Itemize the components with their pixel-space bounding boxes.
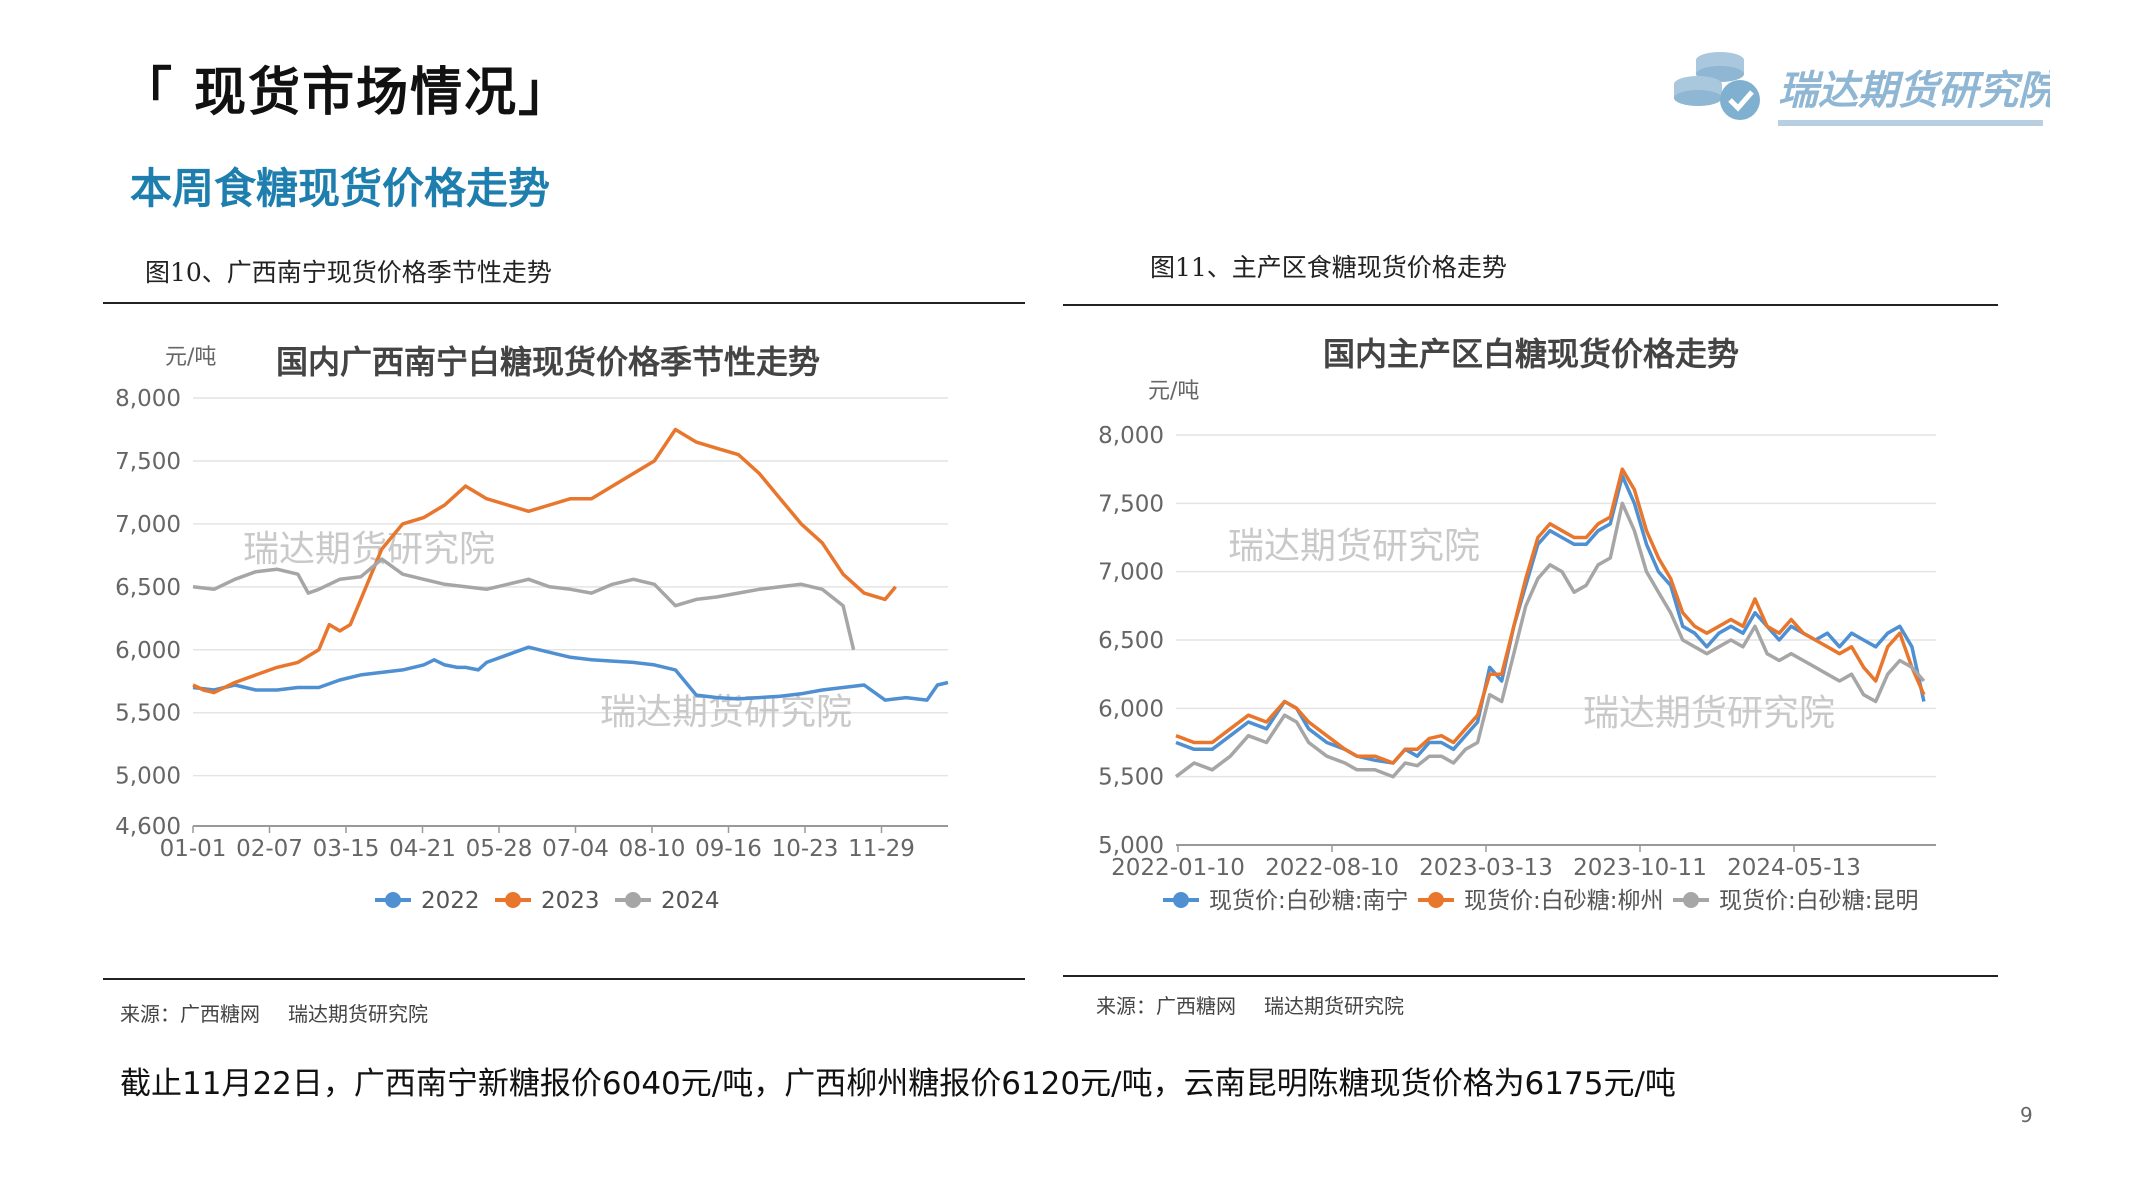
y-tick-label: 6,000 <box>115 638 181 664</box>
legend-marker <box>505 892 521 908</box>
chart-title: 国内主产区白糖现货价格走势 <box>1323 335 1739 373</box>
legend-label: 2022 <box>421 888 480 914</box>
series-line-2022 <box>192 645 949 702</box>
figure-10-top-rule <box>103 302 1025 304</box>
series-line-2023 <box>192 427 897 695</box>
y-tick-label: 4,600 <box>115 814 181 840</box>
legend-marker <box>1683 892 1699 908</box>
legend-label: 现货价:白砂糖:南宁 <box>1209 888 1409 914</box>
x-tick-label: 2024-05-13 <box>1727 855 1861 881</box>
x-tick-label: 05-28 <box>466 836 533 862</box>
x-tick-label: 03-15 <box>313 836 380 862</box>
series-line-现货价:白砂糖:柳州 <box>1175 467 1926 765</box>
x-tick-label: 11-29 <box>848 836 915 862</box>
watermark-text: 瑞达期货研究院 <box>1583 693 1835 734</box>
x-tick-label: 02-07 <box>236 836 303 862</box>
y-axis-unit: 元/吨 <box>1148 379 1199 404</box>
x-tick-label: 2023-03-13 <box>1419 855 1553 881</box>
x-tick-label: 09-16 <box>695 836 762 862</box>
y-tick-label: 5,500 <box>115 701 181 727</box>
x-tick-label: 2022-08-10 <box>1265 855 1399 881</box>
y-tick-label: 5,000 <box>1098 833 1164 859</box>
y-tick-label: 5,000 <box>115 764 181 790</box>
legend-marker <box>625 892 641 908</box>
legend-marker <box>1428 892 1444 908</box>
source-label: 来源：广西糖网 <box>120 1002 260 1026</box>
series-line-现货价:白砂糖:昆明 <box>1174 501 1926 779</box>
y-tick-label: 6,500 <box>115 575 181 601</box>
section-title: 「 现货市场情况」 <box>120 63 573 123</box>
y-tick-label: 7,000 <box>115 512 181 538</box>
y-tick-label: 8,000 <box>115 386 181 412</box>
y-tick-label: 5,500 <box>1098 765 1164 791</box>
y-tick-label: 7,500 <box>1098 491 1164 517</box>
price-summary: 截止11月22日，广西南宁新糖报价6040元/吨，广西柳州糖报价6120元/吨，… <box>120 1066 1676 1102</box>
x-tick-label: 2023-10-11 <box>1573 855 1707 881</box>
legend-label: 2023 <box>541 888 600 914</box>
figure-10-source: 来源：广西糖网 瑞达期货研究院 <box>120 998 456 1027</box>
legend-label: 现货价:白砂糖:昆明 <box>1719 888 1919 914</box>
chart-title: 国内广西南宁白糖现货价格季节性走势 <box>276 343 820 381</box>
y-tick-label: 7,000 <box>1098 560 1164 586</box>
figure-10-bottom-rule <box>103 978 1025 980</box>
figure-11-caption: 图11、主产区食糖现货价格走势 <box>1150 253 1507 282</box>
figure-11-bottom-rule <box>1063 975 1998 977</box>
figure-11-top-rule <box>1063 304 1998 306</box>
x-tick-label: 01-01 <box>160 836 227 862</box>
figure-11-source: 来源：广西糖网 瑞达期货研究院 <box>1096 990 1432 1019</box>
nanning-seasonal-chart: 国内广西南宁白糖现货价格季节性走势 元/吨 8,000 7,500 7,000 6,500… <box>103 318 1025 958</box>
watermark-text: 瑞达期货研究院 <box>243 529 495 570</box>
legend-label: 现货价:白砂糖:柳州 <box>1464 888 1664 914</box>
series-line-2024 <box>192 557 856 651</box>
y-tick-label: 7,500 <box>115 449 181 475</box>
source-label: 来源：广西糖网 <box>1096 994 1236 1018</box>
page-number: 9 <box>2020 1103 2033 1127</box>
legend-marker <box>385 892 401 908</box>
source-org: 瑞达期货研究院 <box>1264 994 1404 1018</box>
source-org: 瑞达期货研究院 <box>288 1002 428 1026</box>
x-tick-label: 04-21 <box>389 836 456 862</box>
watermark-text: 瑞达期货研究院 <box>1228 526 1480 567</box>
x-tick-label: 10-23 <box>772 836 839 862</box>
logo-text: 瑞达期货研究院 <box>1778 68 2050 114</box>
coin-stack-icon <box>1674 52 1760 120</box>
figure-10-caption: 图10、广西南宁现货价格季节性走势 <box>145 258 552 287</box>
company-logo: 瑞达期货研究院 <box>1674 52 2050 126</box>
y-tick-label: 8,000 <box>1098 423 1164 449</box>
y-tick-label: 6,500 <box>1098 628 1164 654</box>
legend-label: 2024 <box>661 888 720 914</box>
y-axis-unit: 元/吨 <box>165 345 216 370</box>
x-tick-label: 2022-01-10 <box>1111 855 1245 881</box>
legend-marker <box>1173 892 1189 908</box>
x-tick-label: 07-04 <box>542 836 609 862</box>
y-tick-label: 6,000 <box>1098 696 1164 722</box>
page-subtitle: 本周食糖现货价格走势 <box>130 164 551 213</box>
x-tick-label: 08-10 <box>619 836 686 862</box>
